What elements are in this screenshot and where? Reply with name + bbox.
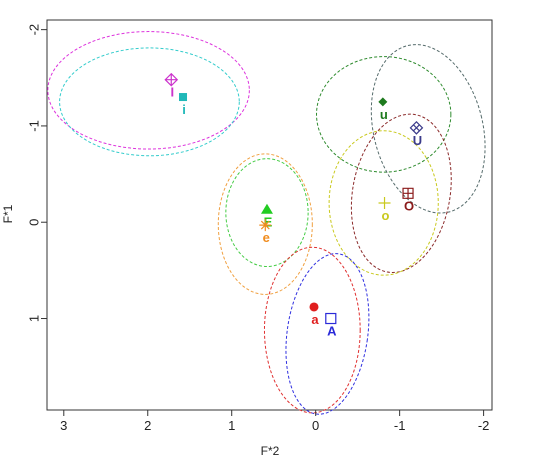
point-A: A xyxy=(325,312,337,339)
x-tick-label: 3 xyxy=(60,418,67,433)
x-tick-label: -2 xyxy=(478,418,490,433)
point-label-A: A xyxy=(327,324,337,339)
x-tick-label: 0 xyxy=(312,418,319,433)
point-e: e xyxy=(259,219,272,245)
point-E: E xyxy=(260,203,273,230)
x-tick-label: -1 xyxy=(394,418,406,433)
point-label-u: u xyxy=(380,107,388,122)
confidence-ellipse-u xyxy=(316,56,452,173)
point-I: I xyxy=(164,72,179,100)
points-layer: Ii u U Oo Ee aA xyxy=(164,72,424,339)
confidence-ellipse-E xyxy=(225,158,309,268)
x-tick-label: 1 xyxy=(228,418,235,433)
point-U: U xyxy=(409,121,424,148)
point-a: a xyxy=(309,302,319,327)
point-label-o: o xyxy=(382,208,390,223)
y-tick-label: -1 xyxy=(26,120,41,132)
ellipse-layer xyxy=(47,31,486,415)
y-tick-label: 1 xyxy=(26,315,41,322)
y-axis-label: F*1 xyxy=(1,204,15,223)
point-label-U: U xyxy=(413,133,422,148)
x-tick-label: 2 xyxy=(144,418,151,433)
point-label-O: O xyxy=(404,198,414,213)
x-axis-label: F*2 xyxy=(261,444,280,458)
y-tick-label: 0 xyxy=(26,219,41,226)
x-axis: 3 2 1 0 -1 -2 xyxy=(60,410,489,433)
confidence-ellipse-o xyxy=(328,130,439,276)
confidence-ellipse-e xyxy=(217,153,313,295)
point-label-e: e xyxy=(263,230,270,245)
point-label-I: I xyxy=(170,85,174,100)
point-i: i xyxy=(179,93,188,117)
point-o: o xyxy=(378,196,391,223)
point-label-i: i xyxy=(182,102,186,117)
point-label-a: a xyxy=(311,312,319,327)
confidence-ellipse-i xyxy=(59,47,240,157)
point-u: u xyxy=(378,97,388,122)
confidence-ellipse-U xyxy=(370,44,486,214)
y-tick-label: -2 xyxy=(26,24,41,36)
confidence-ellipse-I xyxy=(47,31,250,150)
confidence-ellipse-O xyxy=(350,113,452,273)
plot-frame xyxy=(46,19,493,411)
point-O: O xyxy=(402,187,414,213)
confidence-ellipse-a xyxy=(263,246,361,414)
y-axis: -2 -1 0 1 xyxy=(26,24,47,322)
